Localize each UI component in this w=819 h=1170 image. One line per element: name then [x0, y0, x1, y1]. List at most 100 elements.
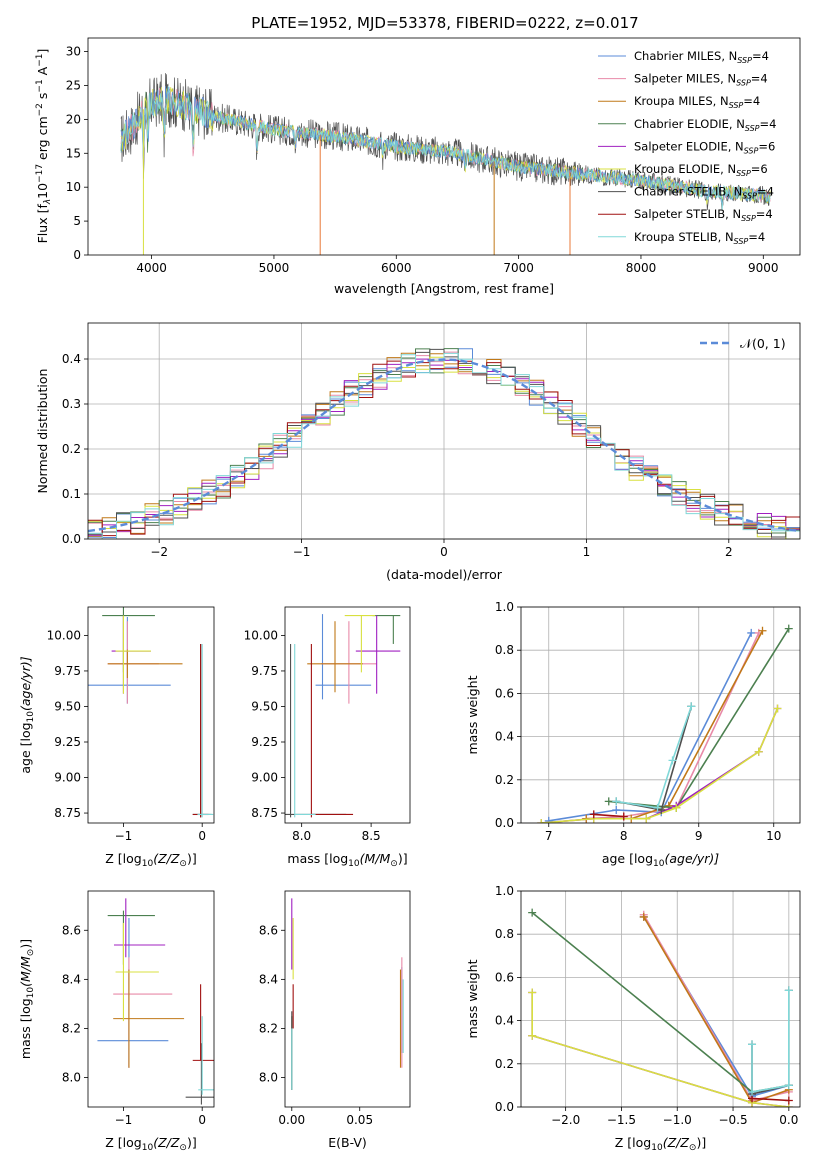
weight-marker — [589, 810, 598, 819]
y-tick-label: 0.2 — [62, 442, 81, 456]
y-tick-label: 0.0 — [495, 816, 514, 830]
weight-line — [531, 992, 789, 1107]
weight-marker — [784, 1081, 793, 1090]
y-tick-label: 0 — [73, 248, 81, 262]
y-tick-label: 0.2 — [495, 773, 514, 787]
legend-entry: Salpeter ELODIE, NSSP=6 — [634, 139, 775, 155]
y-tick-label: 10 — [66, 180, 81, 194]
x-tick-label: 5000 — [259, 261, 290, 275]
x-label: Z [log10(Z/Z⊙)] — [105, 1135, 196, 1153]
x-tick-label: 8000 — [626, 261, 657, 275]
y-tick-label: 5 — [73, 214, 81, 228]
weight-marker — [747, 628, 756, 637]
x-tick-label: 0.05 — [346, 1113, 373, 1127]
y-tick-label: 0.8 — [495, 643, 514, 657]
y-tick-label: 8.4 — [62, 972, 81, 986]
weight-line — [548, 632, 753, 822]
weight-line — [751, 990, 790, 1093]
x-label: age [log10(age/yr)] — [602, 851, 719, 869]
y-tick-label: 0.1 — [62, 487, 81, 501]
x-tick-label: 7000 — [503, 261, 534, 275]
weight-marker — [754, 747, 763, 756]
weight-marker — [687, 702, 696, 711]
x-tick-label: 2 — [725, 545, 733, 559]
axes-frame — [520, 606, 801, 824]
y-tick-label: 9.00 — [54, 771, 81, 785]
figure-title: PLATE=1952, MJD=53378, FIBERID=0222, z=0… — [251, 14, 638, 32]
weight-line — [751, 990, 790, 1096]
weight-line — [616, 706, 693, 811]
x-tick-label: 6000 — [381, 261, 412, 275]
y-tick-label: 0.4 — [495, 1014, 514, 1028]
y-tick-label: 10.00 — [47, 628, 81, 642]
weight-marker — [668, 756, 677, 765]
x-tick-label: 0 — [198, 829, 206, 843]
weight-marker — [528, 908, 537, 917]
x-tick-label: 1 — [583, 545, 591, 559]
x-label: Z [log10(Z/Z⊙)] — [105, 851, 196, 869]
y-label: mass [log10(M/M⊙)] — [18, 939, 36, 1059]
y-label: mass weight — [465, 959, 480, 1038]
weight-line — [643, 916, 790, 1098]
y-tick-label: 8.4 — [259, 972, 278, 986]
weight-marker — [528, 1031, 537, 1040]
weight-marker — [748, 1087, 757, 1096]
axes-frame — [284, 606, 411, 824]
axes-frame — [87, 37, 801, 256]
y-tick-label: 8.0 — [62, 1071, 81, 1085]
weight-marker — [748, 1040, 757, 1049]
y-tick-label: 15 — [66, 146, 81, 160]
weight-marker — [784, 1096, 793, 1105]
legend-entry: Chabrier STELIB, NSSP=4 — [634, 185, 774, 201]
x-tick-label: 10 — [766, 829, 781, 843]
x-tick-label: 8 — [620, 829, 628, 843]
y-tick-label: 8.75 — [54, 806, 81, 820]
y-tick-label: 9.75 — [251, 664, 278, 678]
y-tick-label: 9.50 — [251, 699, 278, 713]
legend-entry: Kroupa ELODIE, NSSP=6 — [634, 162, 768, 178]
y-tick-label: 30 — [66, 45, 81, 59]
mass-vs-Z-panel: −1 0 8.0 8.2 8.4 8.6 Z [log10(Z/Z⊙)] mass [log1… — [18, 890, 215, 1153]
y-tick-label: 9.00 — [251, 771, 278, 785]
y-tick-label: 1.0 — [495, 600, 514, 614]
legend-entry: Chabrier MILES, NSSP=4 — [634, 49, 769, 65]
y-tick-label: 9.25 — [54, 735, 81, 749]
normal-curve — [88, 358, 800, 533]
weight-line — [593, 813, 624, 818]
weight-marker — [653, 803, 662, 812]
x-label: (data-model)/error — [386, 567, 503, 582]
y-tick-label: 9.50 — [54, 699, 81, 713]
x-tick-label: 0 — [198, 1113, 206, 1127]
x-tick-label: −2 — [150, 545, 168, 559]
histogram-series — [88, 356, 800, 539]
y-tick-label: 1.0 — [495, 884, 514, 898]
y-tick-label: 25 — [66, 78, 81, 92]
x-tick-label: −1.0 — [663, 1113, 692, 1127]
weight-marker — [544, 816, 553, 823]
plot-area — [285, 614, 401, 818]
x-tick-label: −1 — [115, 1113, 133, 1127]
y-label: Flux [fλ10−17 erg cm−2 s−1 A−1] — [35, 49, 53, 244]
y-label: age [log10(age/yr)] — [18, 656, 36, 773]
spectrum-line — [120, 86, 771, 211]
weight-marker — [604, 797, 613, 806]
x-tick-label: 0 — [440, 545, 448, 559]
y-tick-label: 8.6 — [259, 923, 278, 937]
x-tick-label: 0.00 — [278, 1113, 305, 1127]
x-label: E(B-V) — [328, 1135, 367, 1150]
weight-marker — [672, 803, 681, 812]
y-tick-label: 0.0 — [495, 1100, 514, 1114]
plot-area — [291, 898, 404, 1090]
weight-marker — [642, 814, 651, 823]
plot-area — [88, 607, 214, 818]
x-tick-label: 7 — [545, 829, 553, 843]
y-tick-label: 8.75 — [251, 806, 278, 820]
legend-entry: Kroupa STELIB, NSSP=4 — [634, 230, 765, 246]
x-tick-label: 8.5 — [362, 829, 381, 843]
weight-marker — [612, 806, 621, 815]
plot-area — [537, 624, 793, 823]
weight-line — [616, 706, 693, 809]
plot-area — [97, 898, 214, 1105]
weight-marker — [528, 988, 537, 997]
axes-frame — [87, 606, 215, 824]
